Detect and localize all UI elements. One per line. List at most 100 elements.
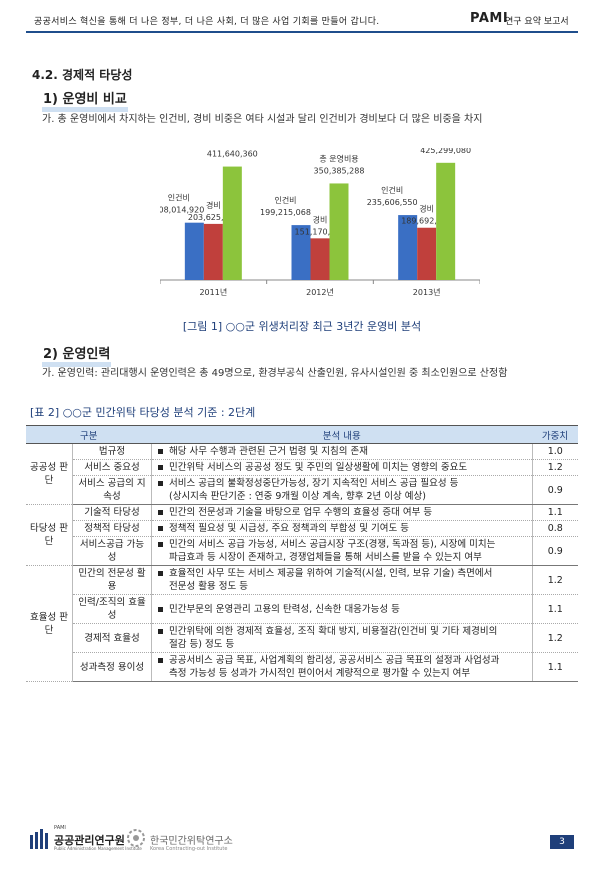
description-continuation: 절감 등) 정도 등: [169, 639, 235, 650]
x-tick-label: 2012년: [306, 287, 334, 297]
footer-org2-name: 한국민간위탁연구소: [150, 836, 233, 847]
description-continuation: 전문성 활용 정도 등: [169, 581, 248, 592]
bullet-icon: [158, 606, 163, 612]
data-label: 235,606,550: [367, 198, 418, 207]
bar: [222, 166, 242, 280]
description-line: 민간의 서비스 공급 가능성, 서비스 공급시장 구조(경쟁, 독과점 등), …: [158, 538, 529, 551]
group-label: 타당성 판단: [26, 504, 73, 566]
bar: [203, 223, 223, 280]
criterion-label: 기술적 타당성: [72, 504, 152, 521]
bullet-icon: [158, 449, 163, 454]
criterion-description: 민간의 전문성과 기술을 바탕으로 업무 수행의 효율성 증대 여부 등: [151, 504, 533, 521]
criterion-description: 민간부문의 운영관리 고용의 탄력성, 신속한 대응가능성 등: [151, 594, 533, 624]
series-name-label: 경비: [419, 204, 434, 214]
description-line: 민간위탁에 의한 경제적 효율성, 조직 확대 방지, 비용절감(인건비 및 기…: [158, 625, 529, 638]
footer-org2-en: Korea Contracting-out Institute: [150, 846, 228, 852]
group-label: 효율성 판단: [26, 565, 73, 682]
header-content: 분석 내용: [151, 425, 532, 444]
bullet-icon: [158, 465, 163, 470]
bullet-icon: [158, 571, 163, 576]
series-name-label: 인건비: [381, 185, 403, 195]
weight-value: 0.9: [532, 536, 578, 566]
section-title: 4.2. 경제적 타당성: [32, 68, 133, 82]
series-name-label: 인건비: [274, 195, 296, 205]
weight-value: 1.2: [532, 623, 578, 653]
bullet-icon: [158, 658, 163, 663]
table-row: 경제적 효율성 민간위탁에 의한 경제적 효율성, 조직 확대 방지, 비용절감(…: [26, 623, 578, 653]
table-row: 성과측정 용이성 공공서비스 공급 목표, 사업계획의 합리성, 공공서비스 공급…: [26, 652, 578, 682]
bar: [184, 222, 204, 280]
data-label: 189,692,530: [401, 217, 452, 226]
subsection-title-2: 2) 운영인력: [42, 343, 112, 367]
criterion-label: 민간의 전문성 활용: [72, 565, 152, 595]
x-tick-label: 2011년: [199, 287, 227, 297]
bar: [398, 215, 418, 280]
weight-value: 1.2: [532, 459, 578, 476]
table-row: 서비스공급 가능성 민간의 서비스 공급 가능성, 서비스 공급시장 구조(경쟁,…: [26, 536, 578, 566]
criterion-label: 성과측정 용이성: [72, 652, 152, 682]
table-row: 서비스 중요성 민간위탁 서비스의 공공성 정도 및 주민의 일상생활에 미치는 …: [26, 459, 578, 476]
page-number: 3: [550, 835, 574, 849]
criterion-label: 서비스 중요성: [72, 459, 152, 476]
table-row: 정책적 타당성 정책적 필요성 및 시급성, 주요 정책과의 부합성 및 기여도 …: [26, 520, 578, 537]
bar: [291, 225, 311, 280]
criteria-table: 구분 분석 내용 가중치 공공성 판단 법규정 해당 사무 수행과 관련된 근거 법…: [26, 425, 578, 682]
table-row: 효율성 판단 민간의 전문성 활용 효율적인 사무 또는 서비스 제공을 위하여 기…: [26, 565, 578, 682]
description-text: 민간의 전문성과 기술을 바탕으로 업무 수행의 효율성 증대 여부 등: [169, 507, 433, 518]
kci-logo-icon: [127, 829, 145, 847]
description-text: 효율적인 사무 또는 서비스 제공을 위하여 기술적(시설, 인력, 보유 기술…: [169, 568, 493, 579]
data-label: 350,385,288: [314, 166, 365, 175]
description-text: 해당 사무 수행과 관련된 근거 법령 및 지침의 존재: [169, 446, 368, 457]
criterion-label: 경제적 효율성: [72, 623, 152, 653]
description-continuation: (상시지속 판단기준 : 연중 9개월 이상 계속, 향후 2년 이상 예상): [169, 491, 426, 502]
bullet-icon: [158, 629, 163, 634]
weight-value: 0.8: [532, 520, 578, 537]
description-line: 해당 사무 수행과 관련된 근거 법령 및 지침의 존재: [158, 445, 529, 458]
series-name-label: 인건비: [168, 193, 190, 203]
criterion-label: 서비스공급 가능성: [72, 536, 152, 566]
group-label: 공공성 판단: [26, 443, 73, 505]
series-name-label: 총 운영비용: [319, 153, 358, 163]
table-title: [표 2] ○○군 민간위탁 타당성 분석 기준 : 2단계: [30, 406, 256, 419]
data-label: 199,215,068: [260, 208, 311, 217]
paragraph-2: 가. 운영인력: 관리대행시 운영인력은 총 49명으로, 환경부공식 산출인원…: [42, 368, 508, 379]
pami-logo-icon: [30, 829, 48, 849]
criterion-label: 정책적 타당성: [72, 520, 152, 537]
subsection-title-1: 1) 운영비 비교: [42, 88, 128, 112]
footer-org1-en: Public Administration Management Institu…: [54, 846, 142, 851]
bullet-icon: [158, 526, 163, 531]
description-text: 민간의 서비스 공급 가능성, 서비스 공급시장 구조(경쟁, 독과점 등), …: [169, 539, 496, 550]
description-line: 서비스 공급의 불확정성중단가능성, 장기 지속적인 서비스 공급 필요성 등: [158, 477, 529, 490]
criterion-description: 민간위탁에 의한 경제적 효율성, 조직 확대 방지, 비용절감(인건비 및 기…: [151, 623, 533, 653]
data-label: 411,640,360: [207, 150, 258, 159]
weight-value: 0.9: [532, 475, 578, 505]
description-line: 민간위탁 서비스의 공공성 정도 및 주민의 일상생활에 미치는 영향의 중요도: [158, 461, 529, 474]
bar: [436, 162, 456, 280]
weight-value: 1.1: [532, 594, 578, 624]
description-continuation: 측정 가능성 등 성과가 가시적인 편이어서 계량적으로 평가할 수 있는지 여…: [169, 668, 471, 679]
description-line: 민간부문의 운영관리 고용의 탄력성, 신속한 대응가능성 등: [158, 603, 529, 616]
weight-value: 1.2: [532, 565, 578, 595]
weight-value: 1.0: [532, 443, 578, 460]
paragraph-1: 가. 총 운영비에서 차지하는 인건비, 경비 비중은 여타 시설과 달리 인건…: [42, 114, 483, 125]
bullet-icon: [158, 542, 163, 547]
table-row: 인력/조직의 효율성 민간부문의 운영관리 고용의 탄력성, 신속한 대응가능성 …: [26, 594, 578, 624]
bar: [417, 227, 437, 280]
criterion-description: 정책적 필요성 및 시급성, 주요 정책과의 부합성 및 기여도 등: [151, 520, 533, 537]
header-doc-type: 연구 요약 보고서: [505, 17, 569, 27]
chart-caption: [그림 1] ○○군 위생처리장 최근 3년간 운영비 분석: [182, 320, 422, 333]
bullet-icon: [158, 510, 163, 515]
header-weight: 가중치: [532, 425, 578, 444]
description-text: 민간부문의 운영관리 고용의 탄력성, 신속한 대응가능성 등: [169, 603, 400, 615]
criterion-description: 서비스 공급의 불확정성중단가능성, 장기 지속적인 서비스 공급 필요성 등 (…: [151, 475, 533, 505]
criterion-description: 효율적인 사무 또는 서비스 제공을 위하여 기술적(시설, 인력, 보유 기술…: [151, 565, 533, 595]
table-header-row: 구분 분석 내용 가중치: [26, 425, 578, 444]
data-label: 208,014,920: [160, 206, 204, 215]
criterion-description: 민간위탁 서비스의 공공성 정도 및 주민의 일상생활에 미치는 영향의 중요도: [151, 459, 533, 476]
description-text: 민간위탁에 의한 경제적 효율성, 조직 확대 방지, 비용절감(인건비 및 기…: [169, 626, 498, 637]
footer-pami-label: PAMI: [54, 825, 66, 831]
description-line: 공공서비스 공급 목표, 사업계획의 합리성, 공공서비스 공급 목표의 설정과…: [158, 654, 529, 667]
table-row: 타당성 판단 기술적 타당성 민간의 전문성과 기술을 바탕으로 업무 수행의 효율…: [26, 504, 578, 566]
bullet-icon: [158, 481, 163, 486]
criterion-description: 공공서비스 공급 목표, 사업계획의 합리성, 공공서비스 공급 목표의 설정과…: [151, 652, 533, 682]
